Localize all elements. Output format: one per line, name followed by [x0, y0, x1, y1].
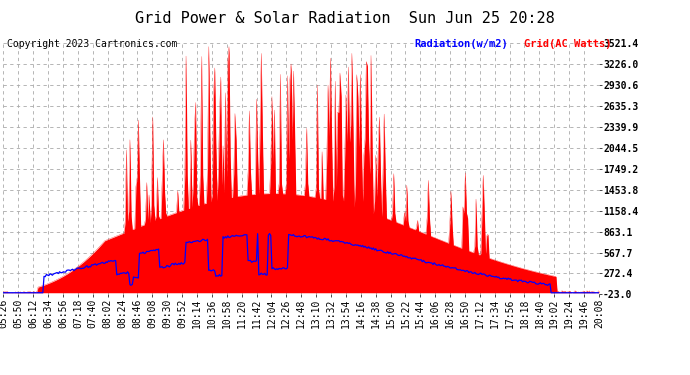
Text: Grid Power & Solar Radiation  Sun Jun 25 20:28: Grid Power & Solar Radiation Sun Jun 25 … — [135, 11, 555, 26]
Text: Radiation(w/m2): Radiation(w/m2) — [414, 39, 508, 50]
Text: Grid(AC Watts): Grid(AC Watts) — [524, 39, 612, 50]
Text: Copyright 2023 Cartronics.com: Copyright 2023 Cartronics.com — [7, 39, 177, 50]
